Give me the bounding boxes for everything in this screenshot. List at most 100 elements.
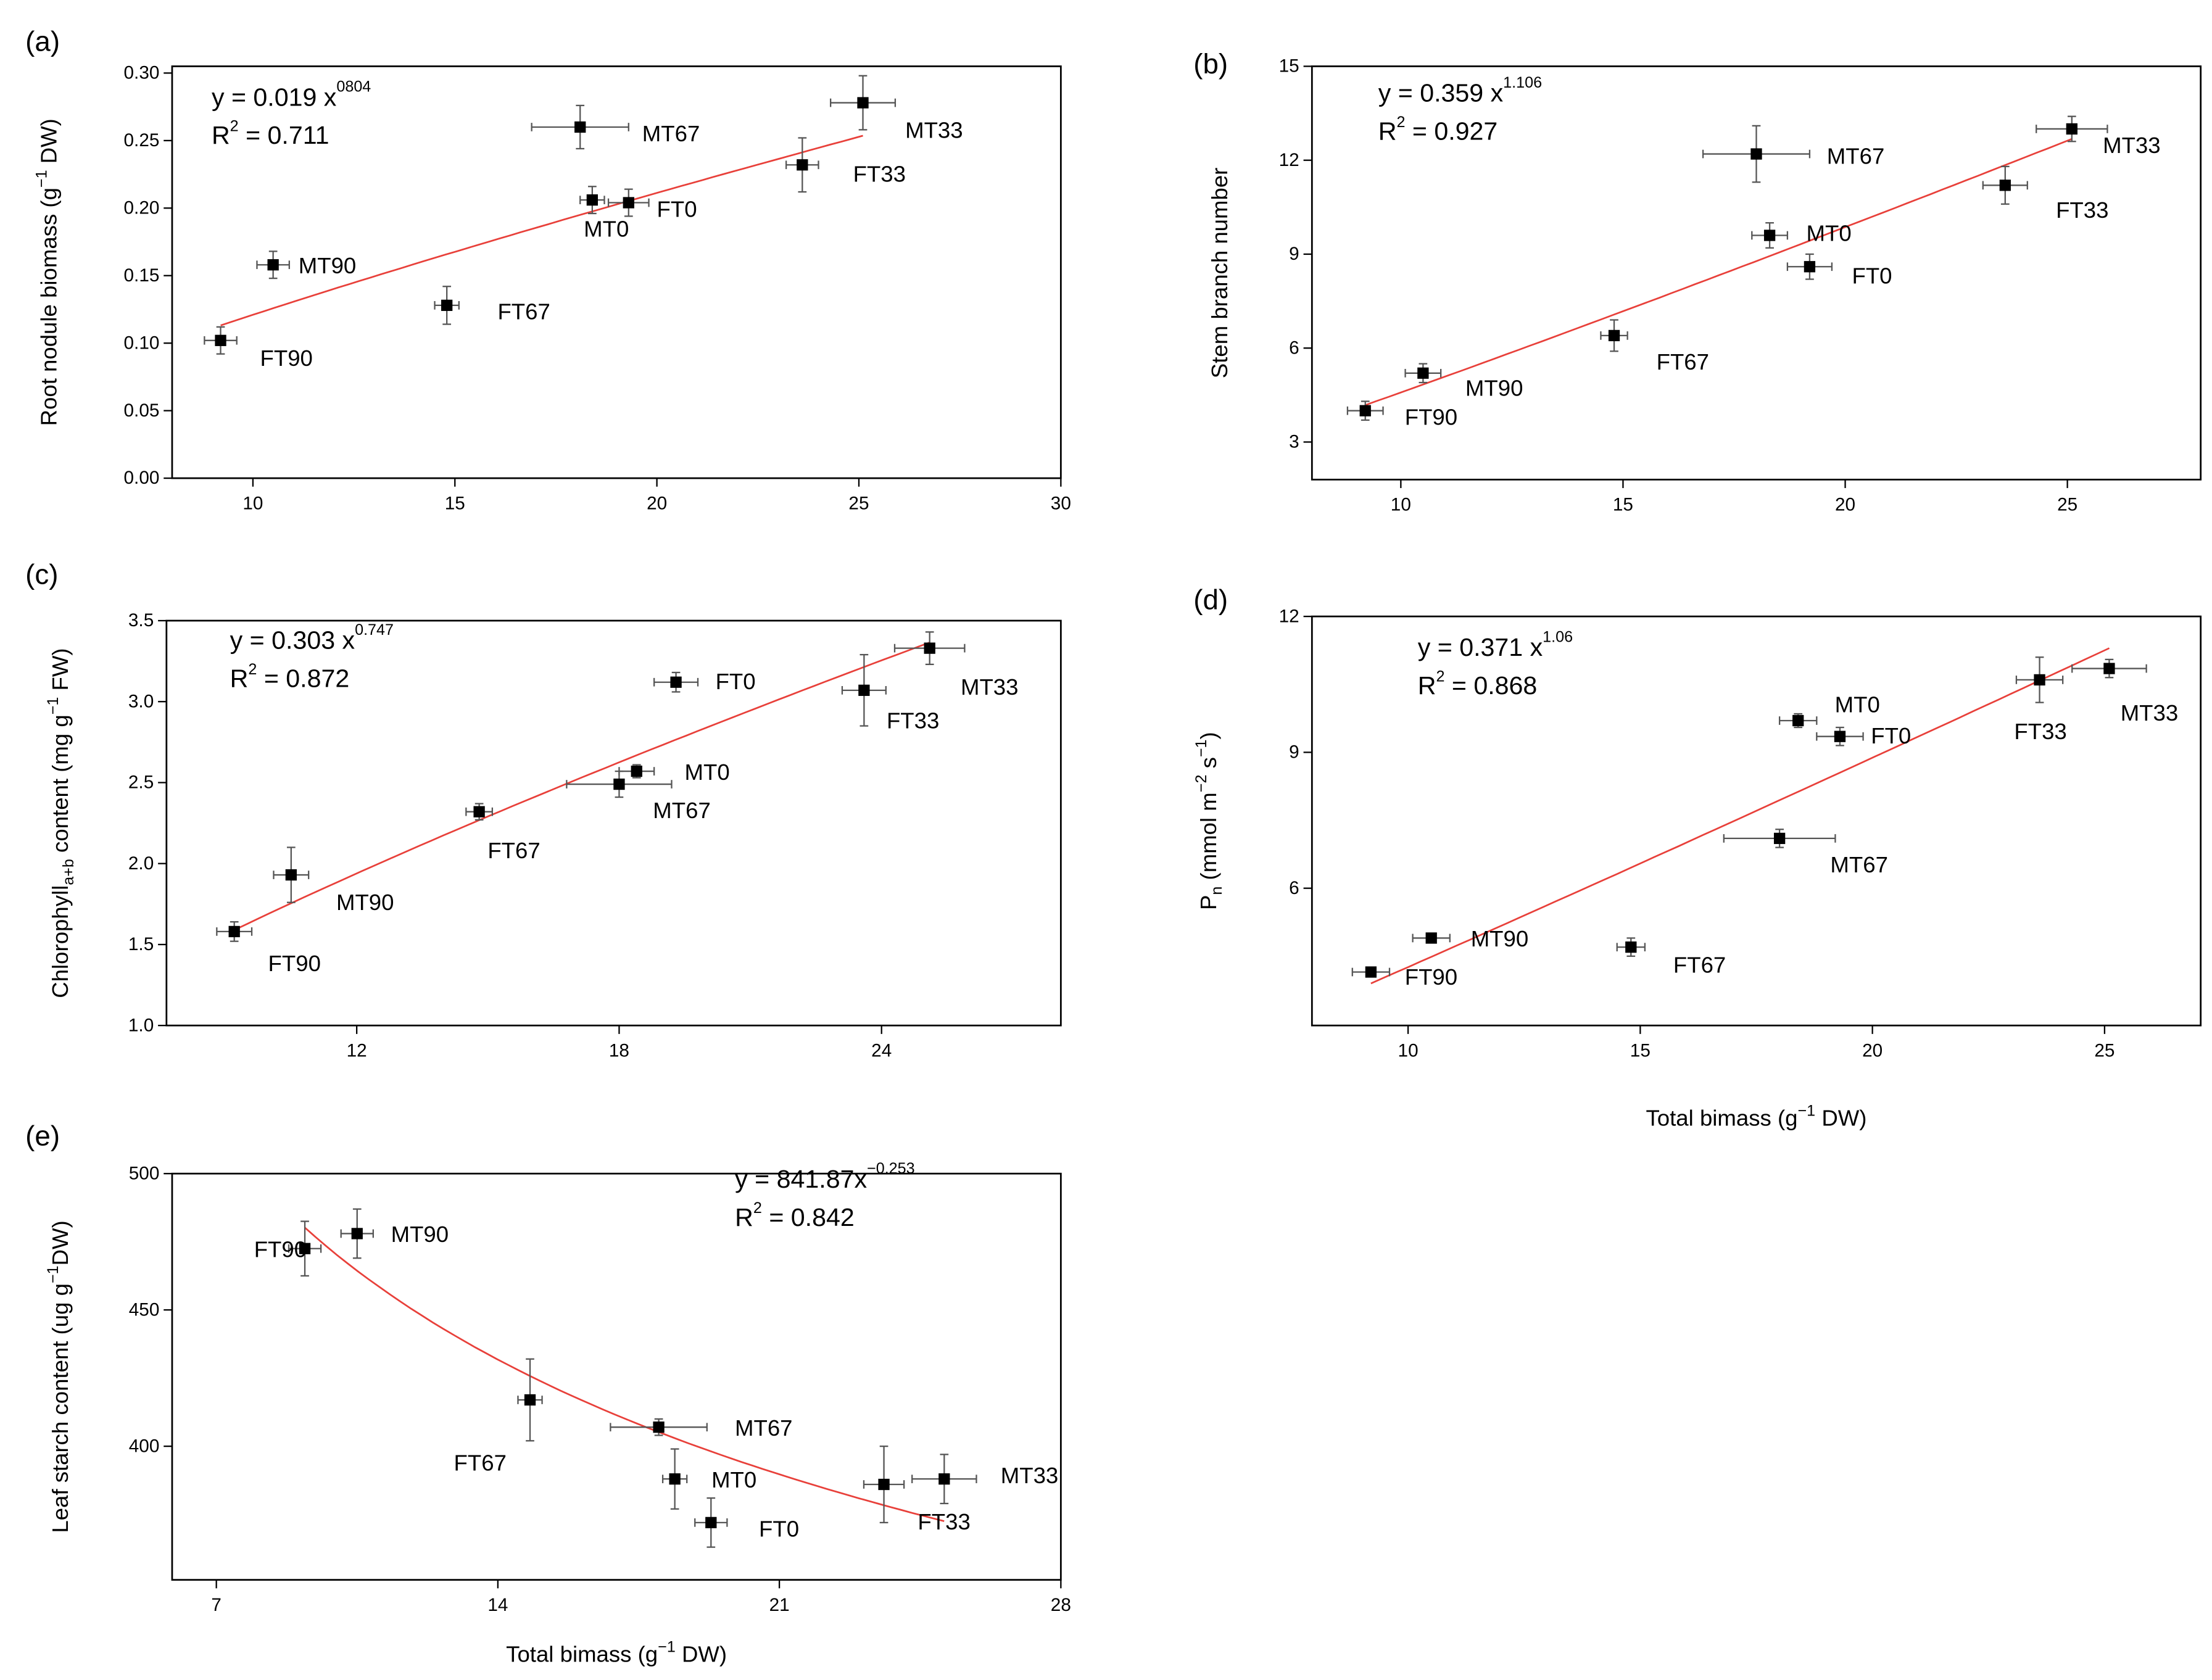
panel-label: (a) [25, 25, 60, 57]
data-point-FT67: FT67 [434, 286, 550, 325]
data-point-FT0: FT0 [1786, 253, 1892, 289]
data-marker [1763, 230, 1776, 241]
x-axis-label-sup: −1 [658, 1638, 676, 1655]
data-marker [586, 194, 599, 206]
point-label: FT90 [260, 346, 313, 371]
data-point-MT90: MT90 [256, 250, 356, 279]
point-label: FT90 [254, 1236, 307, 1262]
fit-equation-exponent: 1.06 [1543, 628, 1573, 645]
x-tick-label: 10 [1391, 495, 1411, 515]
data-point-FT90: FT90 [204, 326, 313, 371]
x-tick-label: 25 [2094, 1040, 2115, 1061]
data-marker [613, 778, 625, 790]
y-axis-label-text: Root nodule biomass (g [36, 188, 61, 426]
x-tick-label: 15 [1613, 495, 1633, 515]
data-point-MT90: MT90 [1404, 363, 1523, 400]
fit-equation-text: y = 841.87x [735, 1165, 867, 1193]
y-tick-label: 0.20 [124, 197, 160, 218]
data-marker [653, 1421, 665, 1433]
data-point-MT90: MT90 [1412, 926, 1529, 951]
x-axis-label-text: Total bimass (g [1646, 1105, 1798, 1130]
data-point-FT33: FT33 [841, 653, 939, 734]
data-point-FT67: FT67 [465, 803, 541, 863]
y-tick-label: 3.5 [128, 610, 154, 631]
y-axis-label-text: ) [1196, 732, 1221, 739]
y-tick-label: 12 [1279, 150, 1299, 170]
panel-label: (c) [25, 559, 58, 590]
y-axis-label-text: Leaf starch content (ug g [48, 1283, 73, 1533]
data-marker [924, 642, 935, 654]
y-axis-label-sup: −1 [1193, 739, 1210, 757]
x-tick-label: 30 [1051, 493, 1071, 513]
point-label: FT67 [1673, 952, 1726, 977]
plot-frame [171, 65, 1062, 479]
data-point-FT90: FT90 [1346, 400, 1457, 430]
y-tick-label: 9 [1289, 244, 1299, 264]
y-axis-label-text: content (mg g [48, 714, 73, 859]
data-point-MT0: MT0 [579, 186, 629, 242]
data-point-MT67: MT67 [610, 1415, 793, 1441]
panel-label: (e) [25, 1120, 60, 1151]
r-squared-sup: 2 [1436, 668, 1444, 685]
point-label: MT90 [1465, 375, 1523, 400]
fit-equation-text: y = 0.359 x [1378, 79, 1504, 107]
fit-equation-text: y = 0.371 x [1418, 633, 1543, 661]
data-point-FT33: FT33 [863, 1445, 971, 1534]
point-label: FT33 [887, 708, 939, 734]
fit-equation-exponent: 0.747 [355, 621, 394, 639]
fit-equation: y = 0.371 x1.06 [1418, 628, 1573, 661]
x-tick-label: 24 [871, 1040, 892, 1061]
data-point-FT0: FT0 [607, 188, 697, 221]
data-marker [1359, 405, 1371, 416]
data-marker [938, 1473, 950, 1485]
data-marker [2034, 674, 2045, 686]
x-tick-label: 20 [1835, 495, 1855, 515]
data-point-FT0: FT0 [694, 1497, 799, 1548]
y-axis-label-sup: −2 [1193, 775, 1210, 793]
point-label: FT67 [487, 838, 540, 863]
data-marker [1425, 932, 1437, 944]
fit-equation: y = 841.87x−0.253 [735, 1160, 914, 1193]
chart-panel-e: (e) 7 14 21 28 400 450 500 Leaf starch content (… [25, 1120, 1071, 1666]
point-label: MT90 [1471, 926, 1529, 951]
point-label: MT67 [653, 798, 711, 823]
data-point-FT90: FT90 [1351, 964, 1457, 990]
data-marker [669, 1473, 681, 1485]
data-marker [574, 121, 586, 133]
data-marker [1999, 180, 2011, 191]
point-label: MT90 [391, 1222, 449, 1247]
panel-label: (b) [1193, 48, 1228, 80]
fit-equation: y = 0.359 x1.106 [1378, 74, 1542, 107]
r-squared-r: R [212, 121, 230, 149]
fit-curve [1370, 647, 2110, 985]
r-squared-value: = 0.868 [1444, 671, 1537, 700]
data-point-MT33: MT33 [893, 631, 1018, 700]
data-marker [2103, 663, 2115, 674]
r-squared-r: R [1418, 671, 1436, 700]
y-axis-label-text: FW) [48, 648, 73, 697]
data-point-MT33: MT33 [2036, 115, 2161, 158]
point-label: MT0 [584, 217, 629, 242]
data-point-FT33: FT33 [785, 137, 906, 193]
fit-curve [220, 134, 863, 326]
plot-frame [165, 619, 1062, 1027]
point-label: FT0 [1871, 723, 1911, 748]
data-point-MT0: MT0 [1751, 221, 1852, 249]
data-marker [1365, 966, 1377, 978]
data-marker [285, 869, 297, 881]
data-marker [267, 259, 279, 271]
data-marker [1417, 367, 1429, 379]
y-tick-label: 2.0 [128, 853, 154, 874]
point-label: MT0 [1835, 692, 1880, 717]
point-label: FT0 [716, 669, 756, 694]
data-point-MT33: MT33 [830, 75, 963, 143]
r-squared-value: = 0.842 [762, 1203, 855, 1231]
y-axis-label-text: DW) [36, 118, 61, 170]
y-tick-label: 15 [1279, 56, 1299, 77]
point-label: MT33 [1001, 1463, 1059, 1488]
chart-panel-a: (a) 10 15 20 25 30 0.00 0.05 0.10 0.15 0.20 0.25 0.3… [25, 25, 1071, 513]
x-tick-label: 14 [487, 1595, 508, 1615]
data-point-MT67: MT67 [1723, 829, 1888, 877]
y-tick-label: 450 [129, 1299, 160, 1320]
data-point-FT0: FT0 [653, 669, 756, 694]
